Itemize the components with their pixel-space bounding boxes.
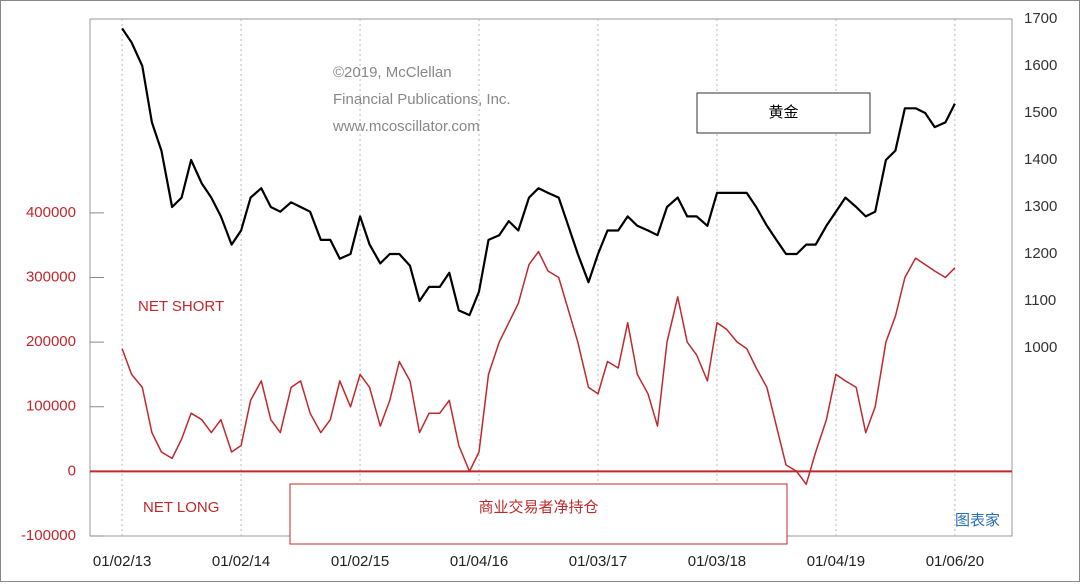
- x-tick-label: 01/02/14: [212, 553, 270, 570]
- x-tick-label: 01/02/15: [331, 553, 389, 570]
- y2-tick-label: 1000: [1024, 339, 1057, 356]
- y2-tick-label: 1300: [1024, 198, 1057, 215]
- x-tick-label: 01/03/17: [569, 553, 627, 570]
- x-tick-label: 01/04/19: [807, 553, 865, 570]
- legend-label: 黄金: [768, 104, 798, 121]
- legend-box: [696, 92, 871, 134]
- y2-tick-label: 1700: [1024, 10, 1057, 27]
- x-tick-label: 01/03/18: [688, 553, 746, 570]
- y2-tick-label: 1100: [1024, 292, 1056, 309]
- y-tick-label: 200000: [26, 333, 76, 350]
- y-tick-label: 100000: [26, 398, 76, 415]
- y2-tick-label: 1500: [1024, 104, 1057, 121]
- y-tick-label: -100000: [21, 527, 76, 544]
- region-label: NET SHORT: [138, 298, 224, 315]
- y2-tick-label: 1400: [1024, 151, 1057, 168]
- series-line: [121, 27, 956, 317]
- annotation: ©2019, McClellan: [333, 64, 452, 81]
- x-tick-label: 01/06/20: [926, 553, 984, 570]
- y-tick-label: 300000: [26, 268, 76, 285]
- x-tick-label: 01/02/13: [93, 553, 151, 570]
- y2-tick-label: 1600: [1024, 57, 1057, 74]
- watermark: 图表家: [955, 512, 1000, 529]
- y2-tick-label: 1200: [1024, 245, 1057, 262]
- y-tick-label: 0: [68, 462, 76, 479]
- annotation: www.mcoscillator.com: [332, 118, 480, 135]
- annotation: Financial Publications, Inc.: [333, 91, 511, 108]
- series-line: [121, 250, 956, 486]
- legend-label: 商业交易者净持仓: [478, 498, 598, 516]
- x-tick-label: 01/04/16: [450, 553, 508, 570]
- region-label: NET LONG: [143, 499, 219, 516]
- y-tick-label: 400000: [26, 204, 76, 221]
- legend-box: [289, 483, 788, 545]
